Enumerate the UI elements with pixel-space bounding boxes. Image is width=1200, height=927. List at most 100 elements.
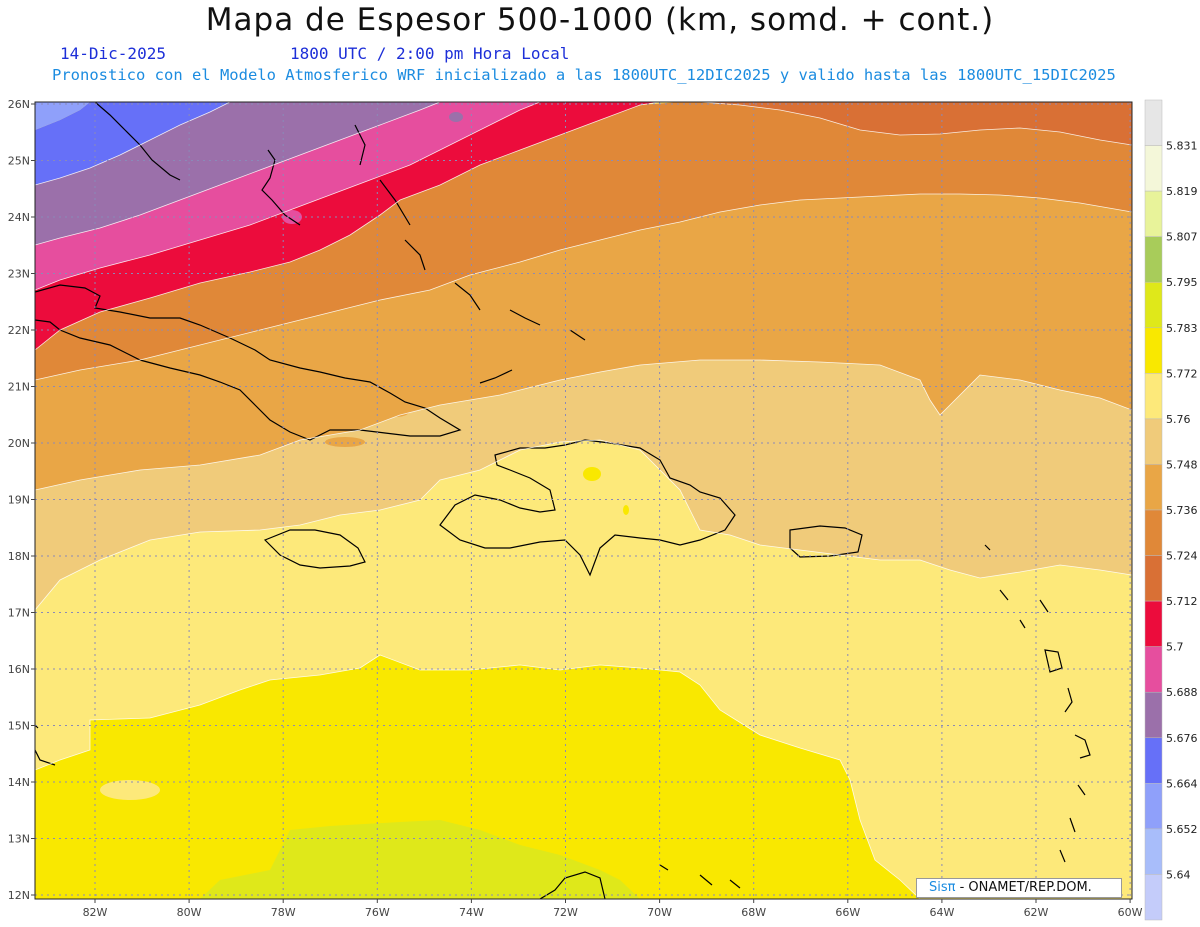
colorbar-label: 5.76 xyxy=(1166,413,1191,426)
lat-tick-label: 26N xyxy=(8,98,30,111)
jamaica-coast xyxy=(263,529,366,569)
colorbar-label: 5.664 xyxy=(1166,777,1198,790)
lon-tick-label: 64W xyxy=(929,906,954,919)
contour-lines xyxy=(35,102,1132,899)
colorbar-label: 5.783 xyxy=(1166,322,1198,335)
colorbar-swatch xyxy=(1144,509,1163,556)
colorbar-swatch xyxy=(1144,190,1163,237)
pocket-5688-bahamas xyxy=(449,112,463,122)
lon-tick-label: 76W xyxy=(365,906,390,919)
lat-tick-label: 12N xyxy=(8,889,30,902)
colorbar-label: 5.724 xyxy=(1166,550,1198,563)
colorbar-swatch xyxy=(1144,691,1163,739)
credit-box: Sisπ - ONAMET/REP.DOM. xyxy=(916,878,1122,898)
band-5783 xyxy=(35,655,920,899)
lon-tick-label: 72W xyxy=(553,906,578,919)
colorbar-swatch xyxy=(1144,783,1163,830)
band-5700 xyxy=(35,102,540,290)
colorbar-label: 5.772 xyxy=(1166,367,1198,380)
colorbar-swatch xyxy=(1144,99,1163,146)
puerto-rico-coast xyxy=(789,525,863,558)
latitude-labels: 26N 25N 24N 23N 22N 21N 20N 19N 18N 17N 16N 15N 14N 1… xyxy=(8,98,35,902)
bahamas-coast xyxy=(261,124,586,384)
contour-5700 xyxy=(35,102,541,291)
colorbar-label: 5.652 xyxy=(1166,823,1198,836)
colorbar-swatch xyxy=(1144,418,1163,465)
lon-tick-label: 62W xyxy=(1024,906,1049,919)
band-5736 xyxy=(35,102,1132,380)
band-5664 xyxy=(35,102,90,130)
gridlines xyxy=(35,102,1132,899)
lon-tick-label: 80W xyxy=(177,906,202,919)
contour-5760 xyxy=(35,439,1132,611)
colorbar-swatch xyxy=(1144,464,1163,511)
colorbar-label: 5.688 xyxy=(1166,686,1198,699)
band-5748 xyxy=(35,194,1132,490)
colorbar-label: 5.748 xyxy=(1166,458,1198,471)
pocket-5760-south xyxy=(100,780,160,800)
lat-tick-label: 18N xyxy=(8,550,30,563)
colorbar-label: 5.819 xyxy=(1166,185,1198,198)
lon-tick-label: 68W xyxy=(741,906,766,919)
contour-5748 xyxy=(35,359,1132,491)
pocket-5748-cuba xyxy=(381,407,409,417)
coastlines xyxy=(35,102,1091,899)
page-title: Mapa de Espesor 500-1000 (km, somd. + co… xyxy=(205,2,995,38)
band-5724 xyxy=(700,102,1132,145)
hispaniola-coast xyxy=(439,439,736,577)
colorbar-swatch xyxy=(1144,828,1163,875)
colorbar-label: 5.795 xyxy=(1166,276,1198,289)
contour-5736 xyxy=(35,193,1132,381)
south-america-coast xyxy=(539,864,741,899)
contour-5724 xyxy=(699,102,1132,146)
colorbar-swatch xyxy=(1144,874,1163,921)
lat-tick-label: 16N xyxy=(8,663,30,676)
lat-tick-label: 17N xyxy=(8,607,30,620)
credit-logo: Sisπ xyxy=(929,880,956,895)
lon-tick-label: 66W xyxy=(835,906,860,919)
credit-org: - ONAMET/REP.DOM. xyxy=(955,880,1092,895)
contour-5688 xyxy=(35,102,441,246)
cuba-coast xyxy=(35,284,462,441)
colorbar-label: 5.712 xyxy=(1166,595,1198,608)
contour-5676 xyxy=(35,102,231,186)
lat-tick-label: 13N xyxy=(8,833,30,846)
colorbar-swatch xyxy=(1144,236,1163,283)
colorbar: 5.831 5.819 5.807 5.795 5.783 5.772 5.76 5.748 5… xyxy=(1144,99,1198,921)
colorbar-swatch xyxy=(1144,327,1163,374)
lon-tick-label: 74W xyxy=(459,906,484,919)
contour-fields xyxy=(35,102,1132,899)
pocket-5783-hispaniola xyxy=(583,467,601,481)
band-5795 xyxy=(200,820,640,899)
colorbar-label: 5.64 xyxy=(1166,868,1191,881)
colorbar-label: 5.807 xyxy=(1166,231,1198,244)
contour-5712 xyxy=(35,102,661,351)
colorbar-label: 5.676 xyxy=(1166,732,1198,745)
colorbar-label: 5.831 xyxy=(1166,140,1198,153)
lat-tick-label: 22N xyxy=(8,324,30,337)
lat-tick-label: 20N xyxy=(8,437,30,450)
colorbar-swatch xyxy=(1144,373,1163,420)
band-5760 xyxy=(35,360,1132,610)
colorbar-swatch xyxy=(1144,281,1163,329)
forecast-date: 14-Dic-2025 xyxy=(60,44,166,63)
colorbar-swatch xyxy=(1144,555,1163,602)
band-5676 xyxy=(35,102,230,185)
lat-tick-label: 25N xyxy=(8,155,30,168)
contour-5772 xyxy=(35,654,921,899)
pocket-5748-cuba-2 xyxy=(325,437,365,447)
forecast-time: 1800 UTC / 2:00 pm Hora Local xyxy=(290,44,570,63)
pocket-5783-hispaniola-2 xyxy=(623,505,629,515)
lat-tick-label: 23N xyxy=(8,268,30,281)
colorbar-label: 5.7 xyxy=(1166,641,1184,654)
forecast-subtitle: Pronostico con el Modelo Atmosferico WRF… xyxy=(52,66,1116,84)
lon-tick-label: 60W xyxy=(1118,906,1143,919)
longitude-labels: 82W 80W 78W 76W 74W 72W 70W 68W 66W 64W 62W 60W xyxy=(83,899,1143,919)
lat-tick-label: 19N xyxy=(8,494,30,507)
band-5688 xyxy=(35,102,440,245)
lat-tick-label: 15N xyxy=(8,720,30,733)
colorbar-swatch xyxy=(1144,600,1163,647)
pocket-5700-bahamas xyxy=(282,210,302,224)
colorbar-swatch xyxy=(1144,646,1163,693)
